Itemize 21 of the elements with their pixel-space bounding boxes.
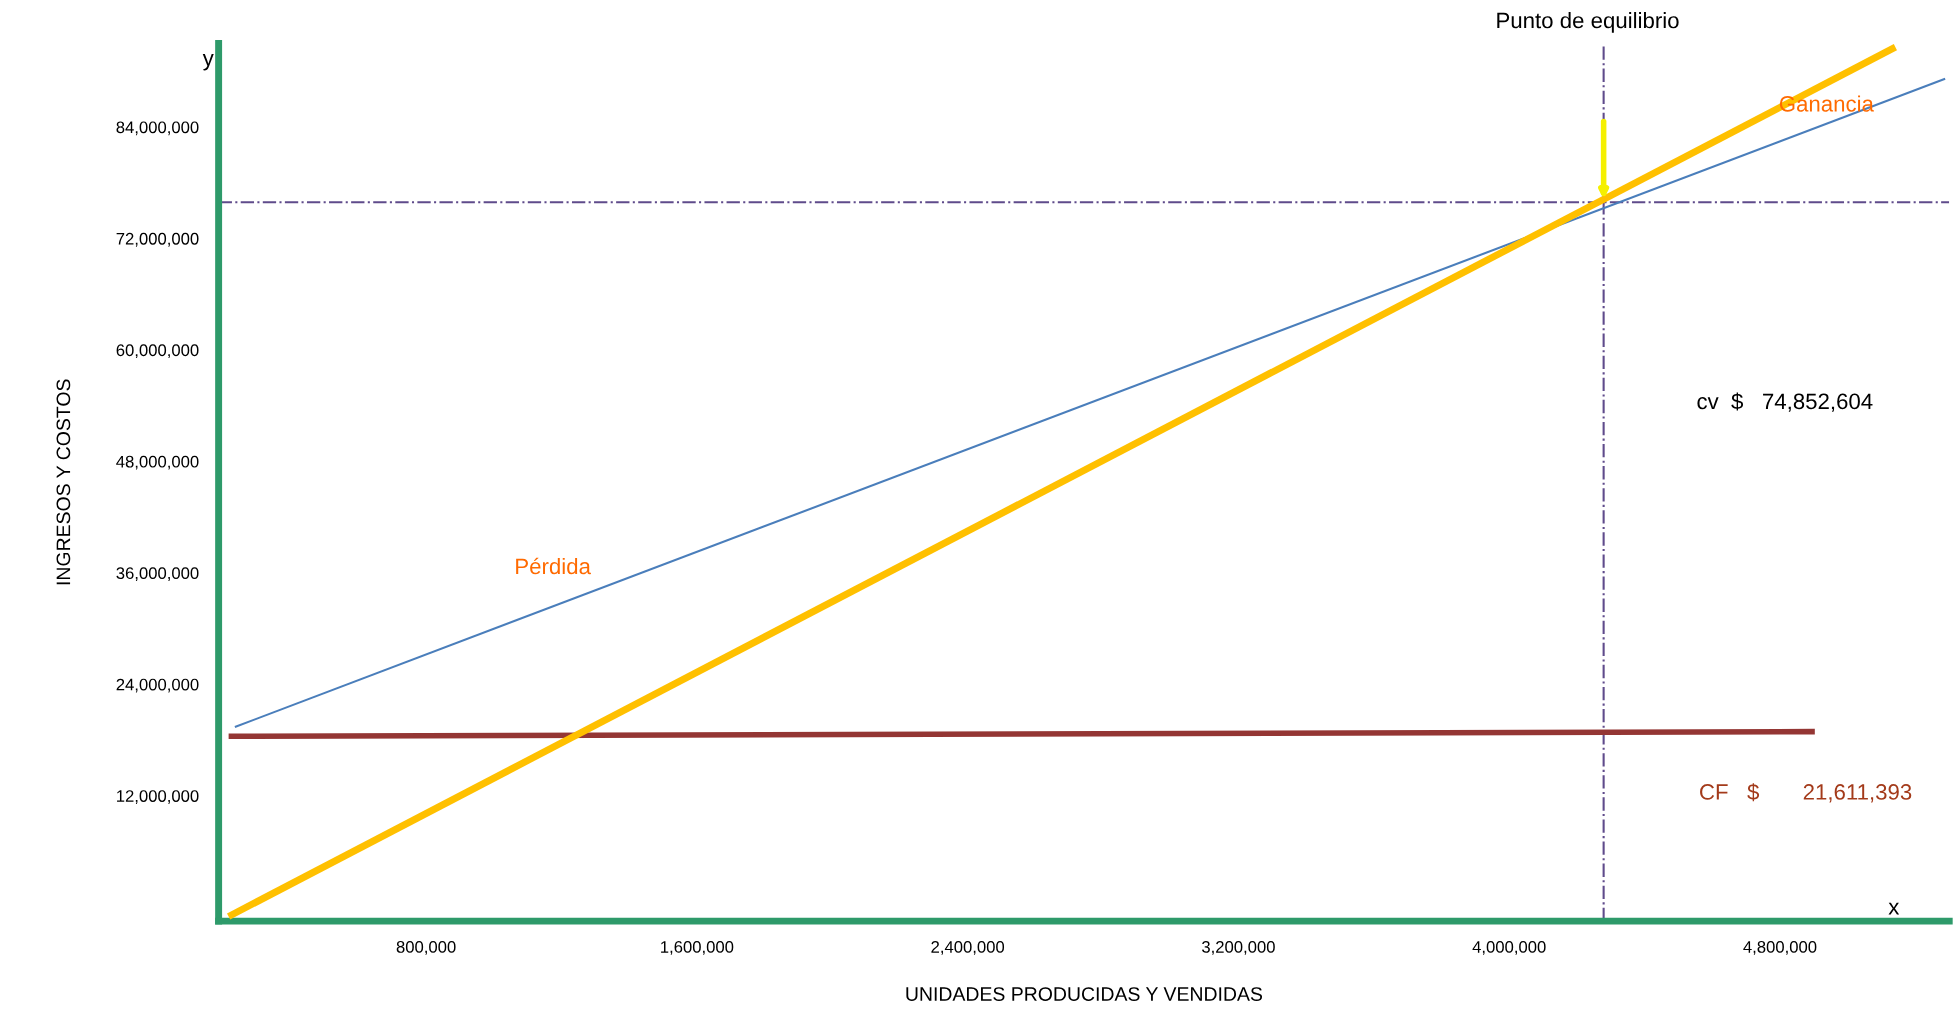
y-tick-label: 36,000,000 (116, 567, 199, 581)
x-tick-label: 800,000 (396, 941, 456, 955)
y-tick-label: 48,000,000 (116, 455, 199, 470)
y-axis-title: INGRESOS Y COSTOS (56, 379, 71, 585)
y-tick-label: 24,000,000 (116, 678, 199, 693)
y-tick-label: 12,000,000 (117, 790, 199, 804)
x-tick-label: 4,000,000 (1472, 941, 1546, 955)
x-axis-title: UNIDADES PRODUCIDAS Y VENDIDAS (906, 987, 1263, 1001)
y-tick-label: 72,000,000 (116, 232, 199, 247)
text: y (202, 54, 214, 71)
x-tick-label: 4,800,000 (1743, 941, 1817, 955)
annotation: cv $ 74,852,604 (1697, 392, 1873, 412)
y-tick-label: 60,000,000 (116, 344, 199, 359)
x-tick-label: 1,600,000 (661, 941, 734, 955)
x-tick-label: 3,200,000 (1201, 941, 1275, 955)
y-tick-label: 84,000,000 (116, 121, 199, 136)
x-tick-label: 2,400,000 (931, 941, 1005, 955)
text: Punto de equilibrio (1497, 12, 1679, 33)
annotation: Pérdida (516, 557, 591, 575)
annotation: x (1888, 902, 1900, 915)
annotation: CF $ 21,611,393 (1700, 783, 1912, 803)
